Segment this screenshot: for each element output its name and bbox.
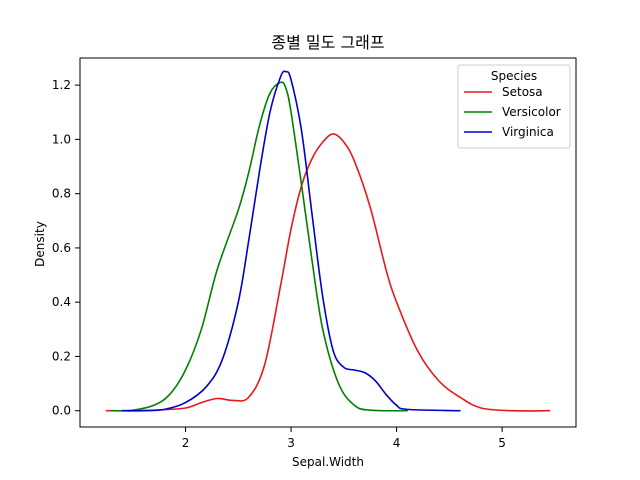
legend-label-setosa: Setosa: [502, 85, 543, 99]
chart-title: 종별 밀도 그래프: [271, 33, 384, 52]
series-line-versicolor: [110, 81, 408, 412]
x-axis: 2 3 4 5: [182, 427, 506, 450]
y-tick-label: 0.8: [52, 187, 71, 201]
legend-items: Setosa Versicolor Virginica: [464, 85, 561, 139]
plot-frame: [79, 57, 577, 428]
y-tick-label: 1.0: [52, 132, 71, 146]
legend-label-versicolor: Versicolor: [502, 105, 561, 119]
legend-title: Species: [491, 69, 537, 83]
y-tick-label: 0.0: [52, 404, 71, 418]
legend: Species Setosa Versicolor Virginica: [457, 64, 571, 149]
series-line-setosa: [105, 133, 551, 412]
y-axis-label: Density: [33, 221, 47, 267]
y-tick-label: 0.4: [52, 295, 71, 309]
series-layer: [105, 70, 551, 412]
x-axis-label: Sepal.Width: [292, 455, 364, 469]
x-tick-label: 3: [287, 436, 295, 450]
x-tick-label: 4: [393, 436, 401, 450]
y-tick-label: 1.2: [52, 78, 71, 92]
x-tick-label: 5: [498, 436, 506, 450]
legend-label-virginica: Virginica: [502, 125, 554, 139]
y-tick-label: 0.2: [52, 349, 71, 363]
series-line-virginica: [121, 70, 461, 412]
legend-box: [457, 64, 571, 149]
y-axis: 0.0 0.2 0.4 0.6 0.8 1.0 1.2: [52, 78, 80, 418]
x-tick-label: 2: [182, 436, 190, 450]
y-tick-label: 0.6: [52, 241, 71, 255]
